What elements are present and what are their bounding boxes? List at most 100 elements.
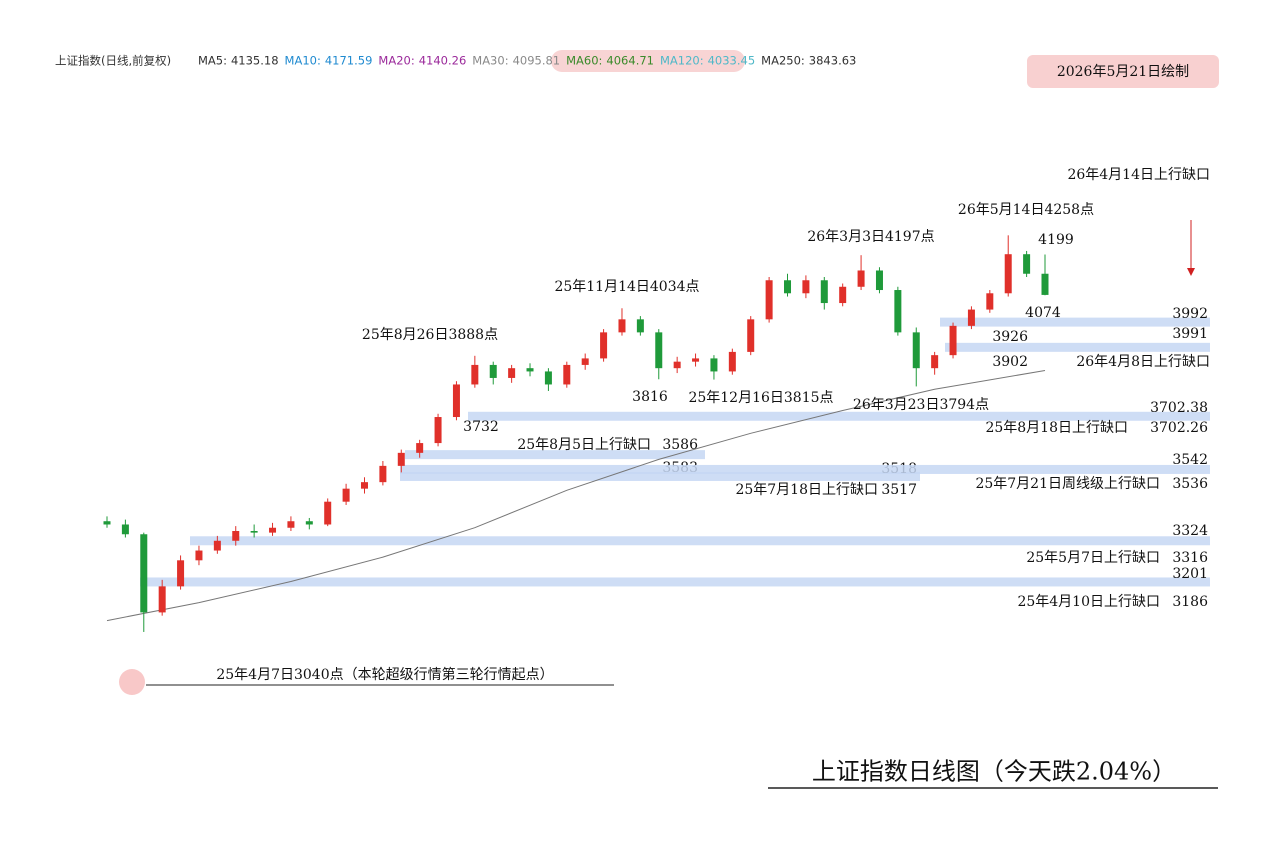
body [195, 550, 203, 561]
legend-value: 4140.26 [419, 54, 467, 68]
body [1004, 254, 1012, 294]
gap-bottom: 3186 [1172, 594, 1208, 610]
price-label: 4074 [1025, 305, 1061, 321]
gap-bottom: 3991 [1172, 326, 1208, 342]
body [324, 501, 332, 525]
legend-label: MA30: [472, 54, 508, 68]
annotation: 26年3月3日4197点 [807, 229, 934, 245]
legend-label: MA250: [761, 54, 805, 68]
gap-label: 25年7月18日上行缺口 [735, 482, 878, 498]
gap-band [140, 577, 1210, 587]
body [379, 465, 387, 483]
gap-top: 3702.38 [1150, 400, 1208, 416]
body [121, 524, 129, 535]
gap-top: 3542 [1172, 452, 1208, 468]
legend-value: 4171.59 [325, 54, 373, 68]
legend-label: MA20: [378, 54, 414, 68]
gap-band [400, 471, 920, 481]
gap-bottom: 3702.26 [1150, 420, 1208, 436]
body [673, 361, 681, 369]
annotation: 25年8月26日3888点 [362, 327, 498, 343]
body [765, 280, 773, 320]
body [342, 488, 350, 502]
price-label: 4199 [1038, 232, 1074, 248]
gap-bottom: 3316 [1172, 550, 1208, 566]
body [452, 384, 460, 418]
gap-top: 3926 [992, 329, 1028, 345]
body [158, 586, 166, 613]
gap-label: 26年4月8日上行缺口 [1076, 354, 1210, 370]
body [1023, 254, 1031, 274]
body [269, 527, 277, 533]
body [250, 531, 258, 533]
legend-label: MA120: [660, 54, 704, 68]
body [692, 358, 700, 362]
body [600, 332, 608, 359]
body [912, 332, 920, 369]
body [416, 443, 424, 453]
body [728, 351, 736, 372]
body [839, 286, 847, 304]
stamp: 2026年5月21日绘制 [1057, 64, 1189, 80]
legend-value: 4064.71 [606, 54, 654, 68]
body [710, 358, 718, 372]
body [397, 452, 405, 466]
body [655, 332, 663, 369]
body [618, 319, 626, 333]
price-label: 3732 [463, 419, 499, 435]
annotation: 26年3月23日3794点 [853, 397, 989, 413]
legend-label: MA60: [566, 54, 602, 68]
stamp-box [1027, 55, 1219, 88]
body [931, 355, 939, 369]
ma250-line [106, 370, 1046, 622]
marker [119, 669, 145, 695]
body [949, 325, 957, 356]
gap-label: 25年8月18日上行缺口 [985, 420, 1128, 436]
body [489, 364, 497, 378]
body [820, 280, 828, 304]
body [802, 280, 810, 294]
gap-label: 25年4月10日上行缺口 [1017, 594, 1160, 610]
gap-bottom: 3517 [881, 482, 917, 498]
legend-label: MA10: [285, 54, 321, 68]
price-label: 3816 [632, 389, 668, 405]
gap-bottom: 3902 [992, 354, 1028, 370]
body [471, 364, 479, 385]
body [967, 309, 975, 326]
gap-top: 3324 [1172, 523, 1208, 539]
body [508, 368, 516, 378]
annotation: 25年12月16日3815点 [688, 390, 833, 406]
legend-label: MA5: [198, 54, 227, 68]
annotation: 25年11月14日4034点 [554, 279, 699, 295]
annotation: 26年5月14日4258点 [958, 202, 1094, 218]
gap-label: 25年7月21日周线级上行缺口 [975, 476, 1160, 492]
body [213, 540, 221, 551]
body [784, 280, 792, 294]
body [894, 290, 902, 333]
body [857, 270, 865, 287]
arrow-head [1187, 268, 1195, 276]
body [1041, 273, 1049, 295]
gap-bottom: 3536 [1172, 476, 1208, 492]
body [287, 521, 295, 528]
index-name: 上证指数(日线,前复权) [55, 54, 171, 68]
highlight [551, 50, 745, 72]
body [177, 560, 185, 587]
gap-band [400, 464, 1210, 474]
body [434, 417, 442, 444]
legend-value: 3843.63 [809, 54, 857, 68]
body [140, 534, 148, 613]
body [544, 371, 552, 385]
body [563, 364, 571, 385]
body [103, 521, 111, 525]
gap-band [940, 317, 1210, 327]
chart-title: 上证指数日线图（今天跌2.04%） [812, 758, 1176, 786]
gap-top: 3586 [662, 437, 698, 453]
gap-band [945, 342, 1210, 352]
annotation: 25年4月7日3040点（本轮超级行情第三轮行情起点） [216, 666, 553, 683]
body [747, 319, 755, 352]
body [526, 368, 534, 372]
legend-value: 4095.81 [513, 54, 561, 68]
